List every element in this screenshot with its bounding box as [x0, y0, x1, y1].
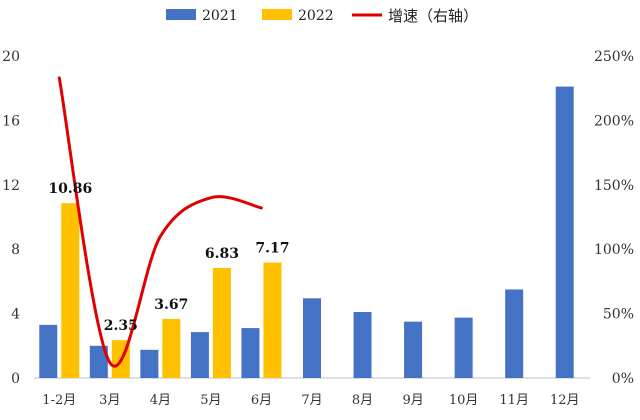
legend-label-2022: 2022 [298, 8, 334, 24]
legend-swatch-2022 [262, 9, 292, 20]
x-category-label: 12月 [550, 393, 580, 408]
growth-line [57, 76, 263, 368]
category-labels: 1-2月 3月 4月 5月 6月 7月 8月 9月 10月 11月 12月 [42, 393, 579, 408]
y2-axis-ticks: 0% 50% 100% 150% 200% 250% [594, 49, 634, 387]
x-category-label: 11月 [499, 393, 529, 408]
x-category-label: 9月 [402, 393, 423, 408]
y-tick-label: 0 [11, 371, 20, 387]
bar-2021 [190, 332, 209, 378]
x-category-label: 4月 [150, 393, 171, 408]
y-tick-label: 16 [2, 113, 20, 129]
y2-tick-label: 100% [594, 242, 634, 258]
x-category-label: 3月 [99, 393, 120, 408]
bar-2021 [89, 345, 108, 378]
bar-2021 [140, 349, 159, 378]
x-category-label: 1-2月 [42, 393, 76, 408]
legend-label-2021: 2021 [202, 8, 238, 24]
x-category-label: 7月 [301, 393, 322, 408]
x-category-label: 8月 [352, 393, 373, 408]
y-axis-ticks: 0 4 8 12 16 20 [2, 49, 20, 387]
y-tick-label: 8 [11, 242, 20, 258]
data-label-2022: 3.67 [154, 297, 188, 313]
growth-line-layer [57, 76, 263, 368]
legend-label-growth: 增速（右轴） [388, 7, 478, 25]
x-category-label: 6月 [251, 393, 272, 408]
y-tick-label: 4 [11, 307, 20, 323]
y-tick-label: 20 [2, 49, 20, 65]
y2-tick-label: 250% [594, 49, 634, 65]
bar-2021 [454, 317, 473, 378]
bar-2021 [404, 321, 423, 378]
legend: 2021 2022 增速（右轴） [166, 7, 478, 25]
data-labels: 10.86 2.35 3.67 6.83 7.17 [48, 181, 289, 334]
bars [39, 86, 574, 378]
data-label-2022: 2.35 [104, 318, 138, 334]
bar-2021 [303, 298, 321, 378]
bar-2022 [61, 203, 80, 378]
bar-2022 [263, 262, 282, 378]
y2-tick-label: 50% [603, 307, 634, 323]
bar-2021 [241, 328, 260, 378]
data-label-2022: 7.17 [255, 241, 289, 257]
x-category-label: 10月 [449, 393, 479, 408]
y2-tick-label: 0% [612, 371, 634, 387]
x-category-label: 5月 [200, 393, 221, 408]
bar-2021 [39, 324, 58, 378]
legend-swatch-2021 [166, 9, 196, 20]
y-tick-label: 12 [2, 178, 20, 194]
bar-2022 [162, 318, 181, 378]
data-label-2022: 10.86 [48, 181, 92, 197]
bar-2021 [353, 311, 372, 378]
y2-tick-label: 200% [594, 113, 634, 129]
bar-2021 [555, 86, 574, 378]
bar-2022 [212, 268, 231, 378]
y2-tick-label: 150% [594, 178, 634, 194]
data-label-2022: 6.83 [205, 246, 239, 262]
bar-2021 [505, 289, 524, 378]
